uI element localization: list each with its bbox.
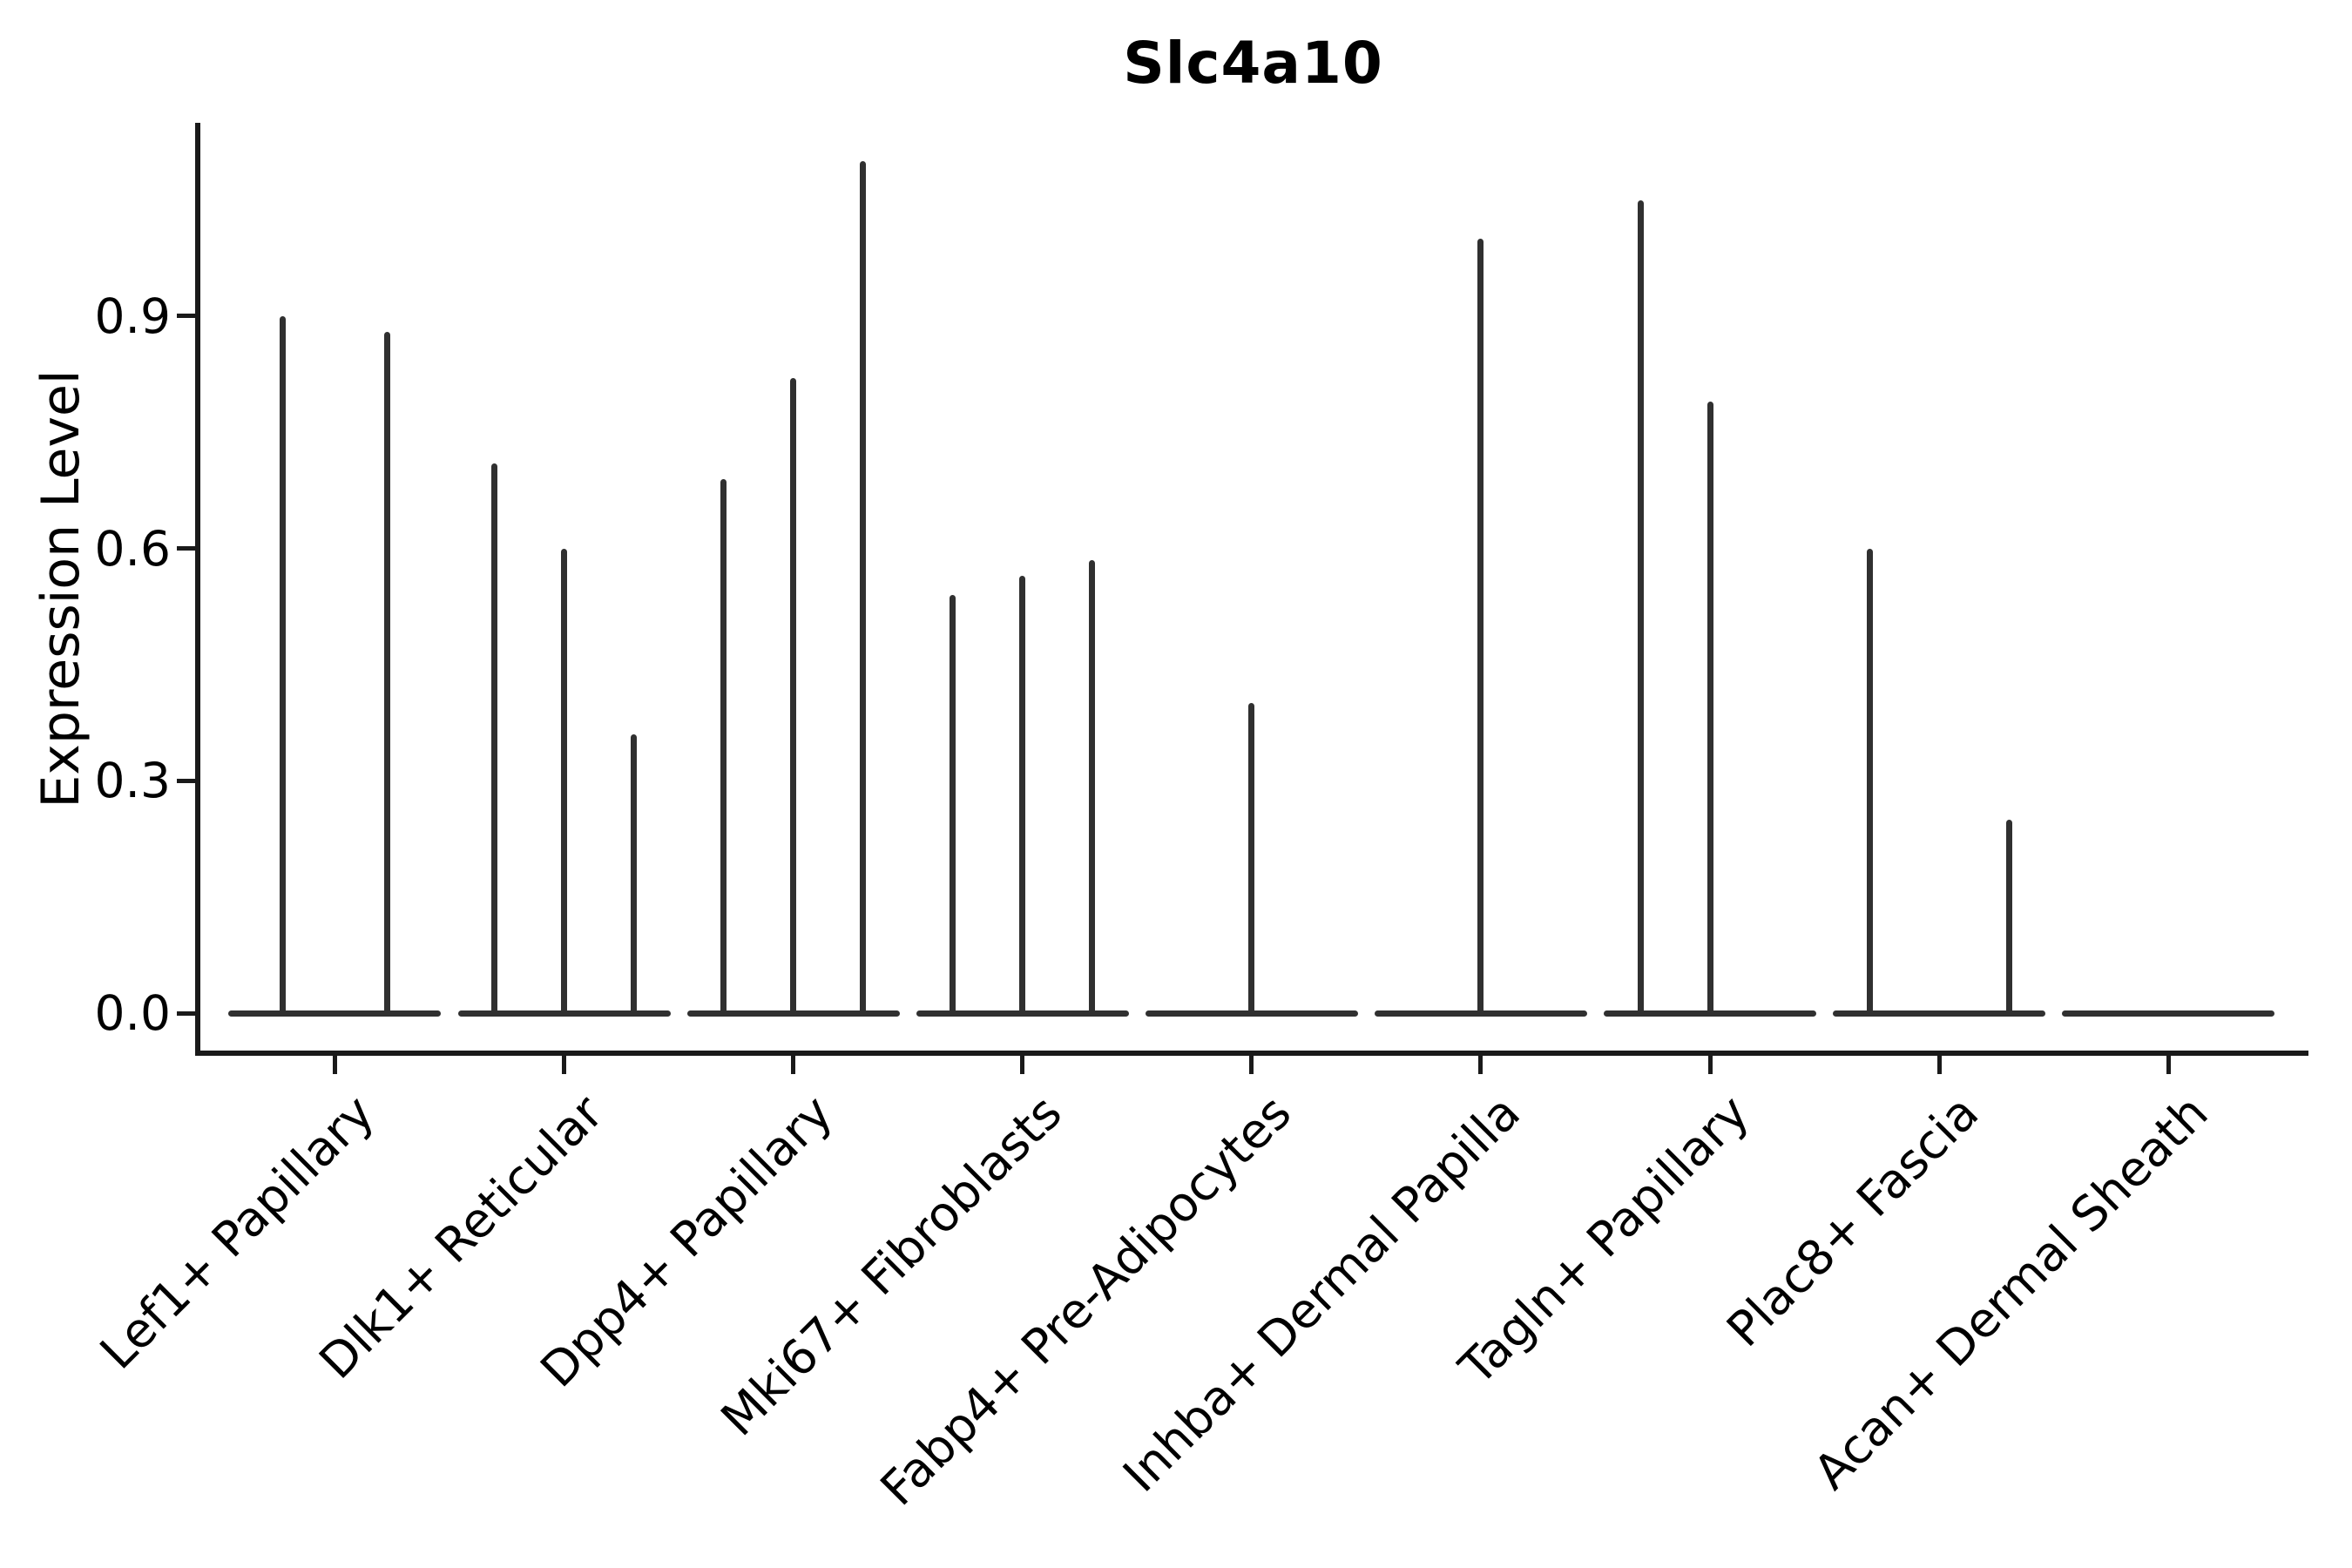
violin-spike <box>790 378 797 1016</box>
violin-spike <box>950 594 956 1016</box>
x-category-label: Acan+ Dermal Sheath <box>1802 1084 2219 1500</box>
y-axis-spine <box>195 123 200 1056</box>
x-category-label: Fabp4+ Pre-Adipocytes <box>869 1084 1301 1517</box>
y-tick-mark <box>177 314 195 319</box>
x-tick-mark <box>1936 1056 1942 1074</box>
y-tick-mark <box>177 1010 195 1016</box>
violin-spike <box>1477 239 1484 1016</box>
violin-spike <box>383 331 390 1016</box>
y-tick-label: 0.3 <box>94 753 171 809</box>
x-tick-mark <box>791 1056 796 1074</box>
x-tick-mark <box>2166 1056 2171 1074</box>
violin-spike <box>860 161 867 1016</box>
violin-spike <box>1019 575 1026 1016</box>
y-tick-label: 0.6 <box>94 520 171 577</box>
violin-spike <box>279 315 286 1016</box>
x-axis-spine <box>195 1051 2308 1056</box>
y-tick-mark <box>177 778 195 783</box>
y-tick-label: 0.9 <box>94 287 171 344</box>
violin-spike <box>1707 401 1713 1016</box>
violin-base <box>1833 1010 2046 1017</box>
x-category-label: Inhba+ Dermal Papilla <box>1112 1084 1531 1503</box>
violin-spike <box>491 463 497 1016</box>
violin-base <box>2062 1010 2275 1017</box>
violin-spike <box>2005 819 2012 1016</box>
violin-spike <box>561 548 567 1016</box>
x-tick-mark <box>1478 1056 1484 1074</box>
violin-spike <box>720 478 727 1016</box>
chart-title: Slc4a10 <box>1123 30 1383 97</box>
violin-spike <box>1089 559 1096 1016</box>
x-tick-mark <box>562 1056 566 1074</box>
y-tick-label: 0.0 <box>94 985 171 1041</box>
violin-spike <box>1866 548 1873 1016</box>
x-tick-mark <box>332 1056 337 1074</box>
y-tick-mark <box>177 546 195 551</box>
violin-spike <box>1637 199 1644 1016</box>
x-tick-mark <box>1249 1056 1254 1074</box>
violin-base <box>228 1010 442 1017</box>
y-axis-label: Expression Level <box>30 369 91 808</box>
x-tick-mark <box>1020 1056 1025 1074</box>
violin-spike <box>1248 703 1255 1016</box>
x-tick-mark <box>1707 1056 1713 1074</box>
violin-spike <box>631 733 637 1016</box>
